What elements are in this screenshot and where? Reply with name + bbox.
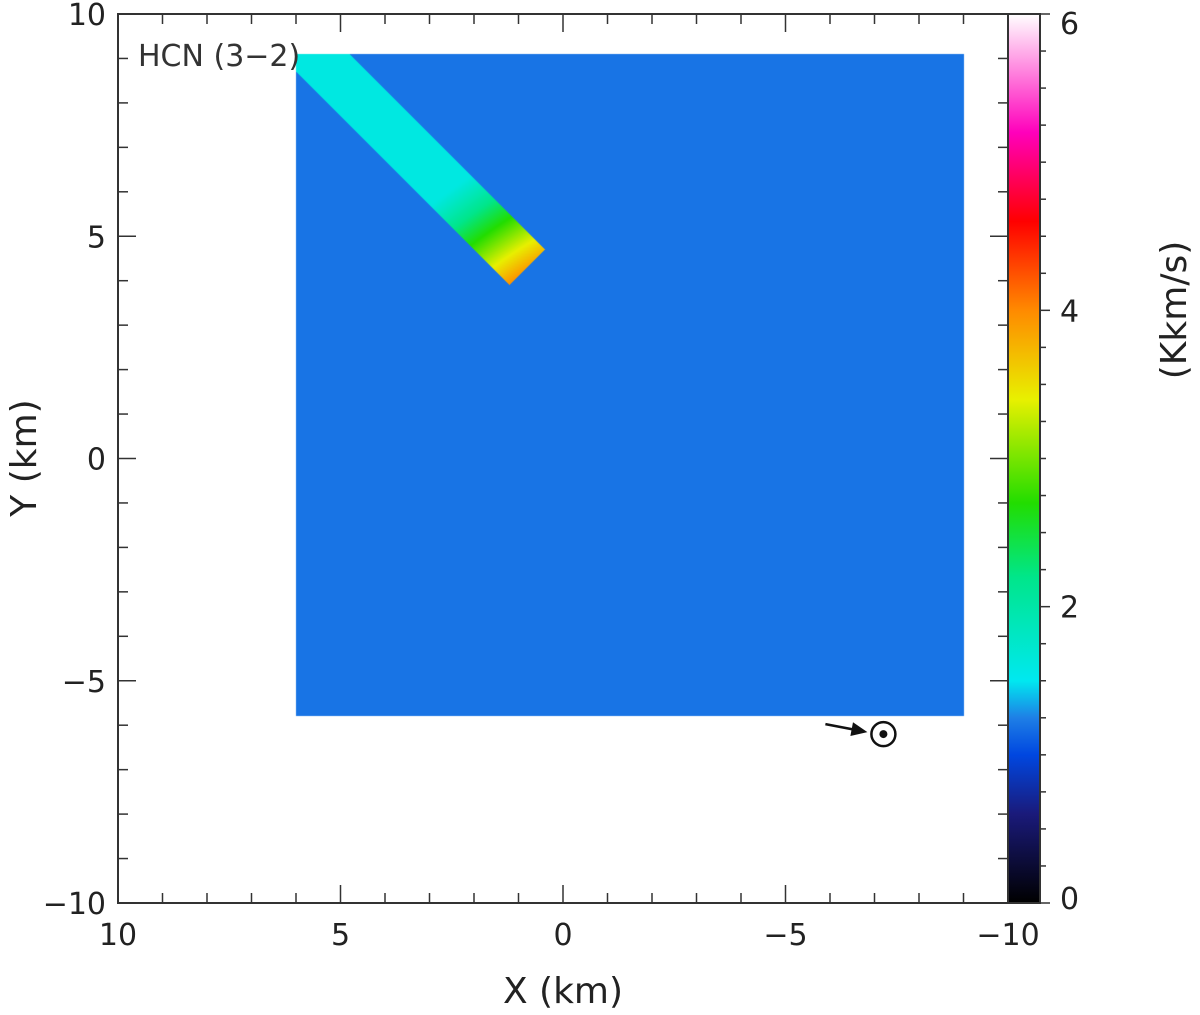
x-tick-label: 10 [99, 918, 137, 953]
x-tick-label: −10 [976, 918, 1039, 953]
colorbar-tick-label: 0 [1060, 882, 1079, 917]
y-tick-label: −5 [62, 665, 106, 700]
colorbar-title: (Kkm/s) [1154, 241, 1195, 380]
y-ticks: 10 5 0 −5 −10 [43, 0, 1008, 922]
colorbar-tick-label: 6 [1060, 7, 1079, 42]
x-tick-label: 5 [331, 918, 350, 953]
colorbar [1007, 13, 1041, 904]
sun-arrow-head [850, 722, 868, 736]
y-tick-label: −10 [43, 887, 106, 922]
colorbar-tick-label: 2 [1060, 591, 1079, 626]
y-tick-label: 0 [87, 443, 106, 478]
y-tick-label: 10 [68, 0, 106, 33]
y-tick-label: 5 [87, 220, 106, 255]
colorbar-tick-label: 4 [1060, 294, 1079, 329]
heatmap-container [118, 14, 1008, 903]
x-axis-title: X (km) [503, 971, 623, 1012]
sun-symbol-dot [879, 730, 888, 739]
y-axis-title: Y (km) [4, 399, 45, 517]
x-tick-label: −5 [763, 918, 807, 953]
colorbar-ticks: 0 2 4 6 [1040, 7, 1079, 917]
x-tick-label: 0 [553, 918, 572, 953]
heatmap-image [118, 14, 1008, 903]
map-label: HCN (3−2) [138, 39, 300, 74]
x-ticks: 10 5 0 −5 −10 [99, 14, 1040, 953]
sun-marker [825, 720, 897, 748]
